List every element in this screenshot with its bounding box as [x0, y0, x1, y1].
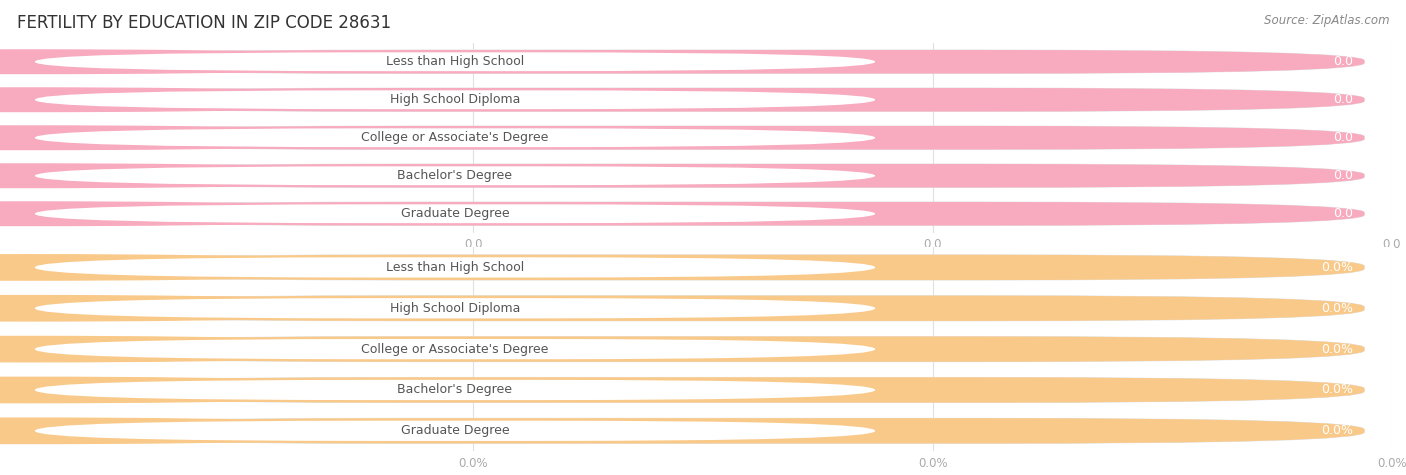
Circle shape — [0, 50, 456, 74]
FancyBboxPatch shape — [35, 257, 875, 277]
Text: 0.0: 0.0 — [1333, 55, 1354, 68]
Text: Graduate Degree: Graduate Degree — [401, 207, 509, 220]
FancyBboxPatch shape — [28, 164, 1364, 188]
FancyBboxPatch shape — [28, 418, 1364, 444]
FancyBboxPatch shape — [28, 295, 1364, 321]
Text: 0.0%: 0.0% — [1322, 383, 1354, 397]
Text: 0.0%: 0.0% — [1322, 342, 1354, 356]
FancyBboxPatch shape — [28, 126, 1364, 150]
FancyBboxPatch shape — [28, 164, 1364, 188]
FancyBboxPatch shape — [35, 380, 875, 400]
FancyBboxPatch shape — [28, 295, 1364, 321]
Circle shape — [0, 295, 456, 321]
Text: Bachelor's Degree: Bachelor's Degree — [398, 383, 512, 397]
Text: Less than High School: Less than High School — [385, 55, 524, 68]
Text: FERTILITY BY EDUCATION IN ZIP CODE 28631: FERTILITY BY EDUCATION IN ZIP CODE 28631 — [17, 14, 391, 32]
Text: Bachelor's Degree: Bachelor's Degree — [398, 169, 512, 182]
Circle shape — [0, 88, 456, 112]
FancyBboxPatch shape — [28, 50, 1364, 74]
Circle shape — [0, 336, 456, 362]
FancyBboxPatch shape — [35, 166, 875, 185]
FancyBboxPatch shape — [35, 90, 875, 109]
FancyBboxPatch shape — [28, 377, 1364, 403]
Text: 0.0%: 0.0% — [1322, 261, 1354, 274]
FancyBboxPatch shape — [28, 418, 1364, 444]
Circle shape — [0, 255, 456, 280]
FancyBboxPatch shape — [35, 128, 875, 147]
Text: Source: ZipAtlas.com: Source: ZipAtlas.com — [1264, 14, 1389, 27]
FancyBboxPatch shape — [35, 52, 875, 71]
FancyBboxPatch shape — [28, 202, 1364, 226]
Text: 0.0: 0.0 — [1333, 169, 1354, 182]
Text: College or Associate's Degree: College or Associate's Degree — [361, 131, 548, 144]
Text: 0.0: 0.0 — [1333, 93, 1354, 106]
FancyBboxPatch shape — [35, 298, 875, 318]
FancyBboxPatch shape — [35, 339, 875, 359]
Text: High School Diploma: High School Diploma — [389, 302, 520, 315]
FancyBboxPatch shape — [28, 202, 1364, 226]
FancyBboxPatch shape — [28, 255, 1364, 280]
Text: 0.0%: 0.0% — [1322, 302, 1354, 315]
Text: Less than High School: Less than High School — [385, 261, 524, 274]
FancyBboxPatch shape — [35, 204, 875, 223]
FancyBboxPatch shape — [28, 88, 1364, 112]
Text: 0.0: 0.0 — [1333, 131, 1354, 144]
FancyBboxPatch shape — [28, 336, 1364, 362]
Text: Graduate Degree: Graduate Degree — [401, 424, 509, 437]
FancyBboxPatch shape — [28, 50, 1364, 74]
FancyBboxPatch shape — [28, 377, 1364, 403]
Text: College or Associate's Degree: College or Associate's Degree — [361, 342, 548, 356]
Circle shape — [0, 418, 456, 444]
Circle shape — [0, 377, 456, 403]
Circle shape — [0, 126, 456, 150]
FancyBboxPatch shape — [28, 126, 1364, 150]
FancyBboxPatch shape — [28, 88, 1364, 112]
Text: 0.0: 0.0 — [1333, 207, 1354, 220]
Text: 0.0%: 0.0% — [1322, 424, 1354, 437]
FancyBboxPatch shape — [28, 255, 1364, 280]
Circle shape — [0, 164, 456, 188]
FancyBboxPatch shape — [28, 336, 1364, 362]
Circle shape — [0, 202, 456, 226]
FancyBboxPatch shape — [35, 421, 875, 441]
Text: High School Diploma: High School Diploma — [389, 93, 520, 106]
